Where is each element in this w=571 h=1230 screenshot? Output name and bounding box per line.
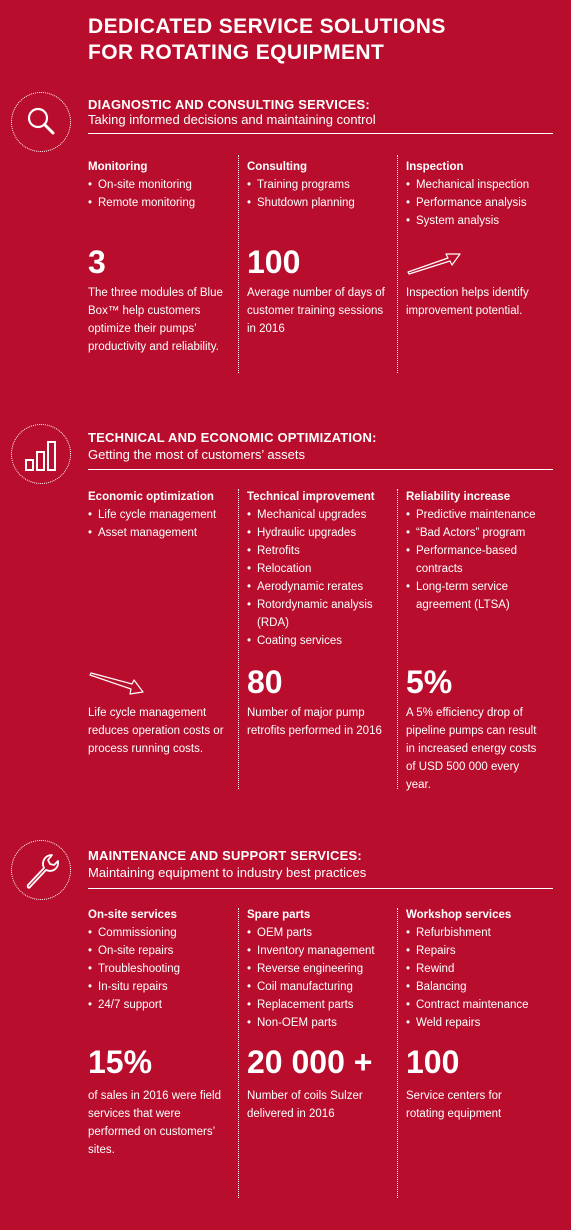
column-divider [397, 155, 398, 373]
list-item: Non-OEM parts [247, 1014, 393, 1032]
column-title: On-site services [88, 909, 177, 921]
column-monitoring: Monitoring On-site monitoring Remote mon… [88, 159, 234, 212]
column-workshop-services: Workshop services Refurbishment Repairs … [406, 907, 552, 1032]
column-on-site-services: On-site services Commissioning On-site r… [88, 907, 234, 1014]
stat-value: 5% [406, 664, 453, 700]
section-heading: DIAGNOSTIC AND CONSULTING SERVICES: [88, 97, 370, 112]
column-economic-optimization: Economic optimization Life cycle managem… [88, 489, 234, 542]
column-inspection: Inspection Mechanical inspection Perform… [406, 159, 552, 230]
section-heading: MAINTENANCE AND SUPPORT SERVICES: [88, 848, 362, 863]
section-subheading: Taking informed decisions and maintainin… [88, 112, 376, 127]
stat-value: 100 [406, 1044, 460, 1080]
stat-value: 100 [247, 244, 301, 280]
list-item: Contract maintenance [406, 996, 552, 1014]
section-subheading: Getting the most of customers’ assets [88, 447, 305, 462]
list-item: On-site monitoring [88, 176, 234, 194]
section-divider [88, 888, 553, 889]
column-divider [397, 908, 398, 1198]
list-item: Predictive maintenance [406, 506, 552, 524]
page-title-line1: DEDICATED SERVICE SOLUTIONS [88, 15, 446, 38]
column-title: Reliability increase [406, 491, 511, 503]
stat-description: Number of major pump retrofits performed… [247, 707, 382, 737]
list-item: Long-term service agreement (LTSA) [406, 578, 552, 614]
page-title: DEDICATED SERVICE SOLUTIONS FOR ROTATING… [88, 14, 548, 66]
list-item: Rewind [406, 960, 552, 978]
stat-description: Life cycle management reduces operation … [88, 707, 224, 755]
list-item: Performance analysis [406, 194, 552, 212]
list-item: Training programs [247, 176, 393, 194]
arrow-up-right-icon [407, 253, 461, 275]
list-item: Mechanical inspection [406, 176, 552, 194]
list-item: Weld repairs [406, 1014, 552, 1032]
column-consulting: Consulting Training programs Shutdown pl… [247, 159, 393, 212]
list-item: OEM parts [247, 924, 393, 942]
column-title: Monitoring [88, 161, 148, 173]
list-item: On-site repairs [88, 942, 234, 960]
column-divider [397, 489, 398, 789]
stat-value: 80 [247, 664, 283, 700]
list-item: Commissioning [88, 924, 234, 942]
stat-value: 15% [88, 1044, 153, 1080]
list-item: 24/7 support [88, 996, 234, 1014]
list-item: System analysis [406, 212, 552, 230]
column-divider [238, 155, 239, 373]
list-item: Coil manufacturing [247, 978, 393, 996]
column-title: Economic optimization [88, 491, 214, 503]
list-item: Replacement parts [247, 996, 393, 1014]
list-item: Refurbishment [406, 924, 552, 942]
section-divider [88, 469, 553, 470]
column-divider [238, 908, 239, 1198]
column-title: Workshop services [406, 909, 512, 921]
stat-value: 20 000 + [247, 1044, 373, 1080]
list-item: Troubleshooting [88, 960, 234, 978]
list-item: Inventory management [247, 942, 393, 960]
list-item: Performance-based contracts [406, 542, 552, 578]
list-item: Asset management [88, 524, 234, 542]
stat-description: of sales in 2016 were field services tha… [88, 1090, 221, 1156]
section-subheading: Maintaining equipment to industry best p… [88, 865, 367, 880]
column-reliability-increase: Reliability increase Predictive maintena… [406, 489, 552, 614]
stat-description: The three modules of Blue Box™ help cust… [88, 287, 223, 353]
list-item: Coating services [247, 632, 393, 650]
column-title: Spare parts [247, 909, 311, 921]
list-item: Hydraulic upgrades [247, 524, 393, 542]
column-title: Consulting [247, 161, 308, 173]
section-divider [88, 133, 553, 134]
list-item: Relocation [247, 560, 393, 578]
list-item: Reverse engineering [247, 960, 393, 978]
list-item: Remote monitoring [88, 194, 234, 212]
column-title: Inspection [406, 161, 464, 173]
column-spare-parts: Spare parts OEM parts Inventory manageme… [247, 907, 393, 1032]
stat-description: Number of coils Sulzer delivered in 2016 [247, 1090, 363, 1120]
page-title-line2: FOR ROTATING EQUIPMENT [88, 41, 385, 64]
column-technical-improvement: Technical improvement Mechanical upgrade… [247, 489, 393, 650]
list-item: Repairs [406, 942, 552, 960]
stat-value: 3 [88, 244, 106, 280]
list-item: Retrofits [247, 542, 393, 560]
magnifier-icon [11, 92, 71, 152]
stat-description: Service centers for rotating equipment [406, 1090, 502, 1120]
section-heading: TECHNICAL AND ECONOMIC OPTIMIZATION: [88, 430, 377, 445]
list-item: Balancing [406, 978, 552, 996]
list-item: Aerodynamic rerates [247, 578, 393, 596]
bar-chart-icon [11, 424, 71, 484]
wrench-icon [11, 840, 71, 900]
arrow-down-right-icon [89, 672, 144, 695]
list-item: Shutdown planning [247, 194, 393, 212]
stat-description: Inspection helps identify improvement po… [406, 287, 529, 317]
column-title: Technical improvement [247, 491, 375, 503]
list-item: Mechanical upgrades [247, 506, 393, 524]
column-divider [238, 489, 239, 789]
list-item: Life cycle management [88, 506, 234, 524]
stat-description: A 5% efficiency drop of pipeline pumps c… [406, 707, 537, 791]
list-item: “Bad Actors” program [406, 524, 552, 542]
stat-description: Average number of days of customer train… [247, 287, 385, 335]
list-item: In-situ repairs [88, 978, 234, 996]
list-item: Rotordynamic analysis (RDA) [247, 596, 393, 632]
